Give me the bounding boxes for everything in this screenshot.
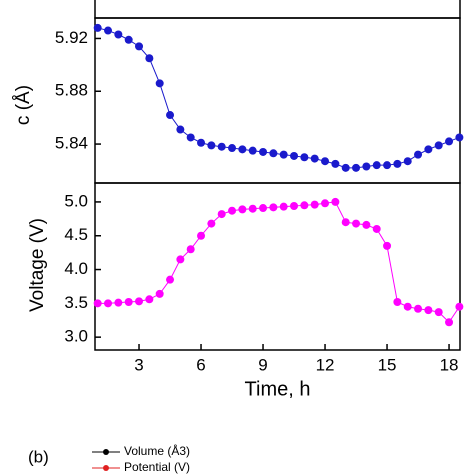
data-point (434, 141, 443, 150)
data-point (424, 306, 433, 315)
data-point (393, 159, 402, 168)
data-point (135, 297, 144, 306)
y-tick-label: 5.88 (55, 81, 88, 100)
panel-label: (b) (28, 447, 49, 466)
y-tick-label: 3.0 (64, 327, 88, 346)
data-point (331, 197, 340, 206)
data-point (166, 275, 175, 284)
data-point (217, 142, 226, 151)
data-point (104, 26, 113, 35)
data-point (321, 157, 330, 166)
data-point (248, 204, 257, 213)
plot-frame (94, 182, 461, 351)
data-point (104, 299, 113, 308)
data-point (207, 141, 216, 150)
data-point (362, 220, 371, 229)
data-point (269, 203, 278, 212)
data-point (300, 201, 309, 210)
series-line (97, 27, 460, 169)
data-point (341, 218, 350, 227)
data-point (393, 297, 402, 306)
data-point (176, 255, 185, 264)
data-point (197, 231, 206, 240)
legend-marker (103, 449, 109, 455)
data-point (424, 145, 433, 154)
data-point (197, 138, 206, 147)
x-tick-label: 15 (378, 355, 397, 374)
y-tick-label: 4.0 (64, 259, 88, 278)
x-tick-label: 18 (440, 355, 459, 374)
data-point (310, 154, 319, 163)
data-point (176, 125, 185, 134)
data-point (217, 210, 226, 219)
data-point (372, 161, 381, 170)
y-tick-label: 5.92 (55, 28, 88, 47)
data-point (259, 204, 268, 213)
data-point (445, 318, 454, 327)
legend-label: Potential (V) (124, 460, 190, 474)
data-point (114, 30, 123, 39)
data-point (445, 137, 454, 146)
data-point (290, 201, 299, 210)
y-tick-label: 5.0 (64, 191, 88, 210)
data-point (259, 147, 268, 156)
data-point (372, 224, 381, 233)
data-point (383, 161, 392, 170)
data-point (414, 304, 423, 313)
data-point (269, 149, 278, 158)
x-tick-label: 6 (196, 355, 205, 374)
data-point (93, 299, 102, 308)
y-tick-label: 4.5 (64, 225, 88, 244)
data-point (228, 206, 237, 215)
data-point (93, 23, 102, 32)
data-point (279, 202, 288, 211)
data-point (455, 133, 464, 142)
data-point (114, 298, 123, 307)
data-point (145, 54, 154, 63)
data-point (155, 289, 164, 298)
data-point (248, 146, 257, 155)
data-point (166, 111, 175, 120)
data-point (414, 150, 423, 159)
data-point (228, 144, 237, 153)
legend-label: Volume (Å3) (124, 443, 190, 458)
data-point (434, 308, 443, 317)
data-point (135, 42, 144, 51)
y-axis-label: c (Å) (13, 85, 34, 125)
data-point (321, 199, 330, 208)
x-tick-label: 3 (134, 355, 143, 374)
clipped-panel (94, 0, 461, 19)
data-point (455, 302, 464, 311)
data-point (155, 79, 164, 88)
data-point (300, 153, 309, 162)
data-point (403, 157, 412, 166)
data-point (124, 297, 133, 306)
data-point (207, 219, 216, 228)
data-point (290, 151, 299, 160)
x-tick-label: 9 (258, 355, 267, 374)
data-point (186, 245, 195, 254)
legend-marker (103, 465, 109, 471)
data-point (310, 200, 319, 209)
data-point (331, 159, 340, 168)
data-point (352, 163, 361, 172)
data-point (383, 241, 392, 250)
data-point (145, 295, 154, 304)
y-tick-label: 3.5 (64, 293, 88, 312)
data-point (352, 219, 361, 228)
data-point (238, 205, 247, 214)
y-tick-label: 5.84 (55, 134, 88, 153)
data-point (403, 302, 412, 311)
x-axis-label: Time, h (245, 378, 311, 400)
data-point (279, 150, 288, 159)
data-point (238, 145, 247, 154)
y-axis-label: Voltage (V) (27, 218, 48, 312)
data-point (186, 133, 195, 142)
data-point (362, 162, 371, 171)
data-point (341, 163, 350, 172)
data-point (124, 35, 133, 44)
x-tick-label: 12 (316, 355, 335, 374)
